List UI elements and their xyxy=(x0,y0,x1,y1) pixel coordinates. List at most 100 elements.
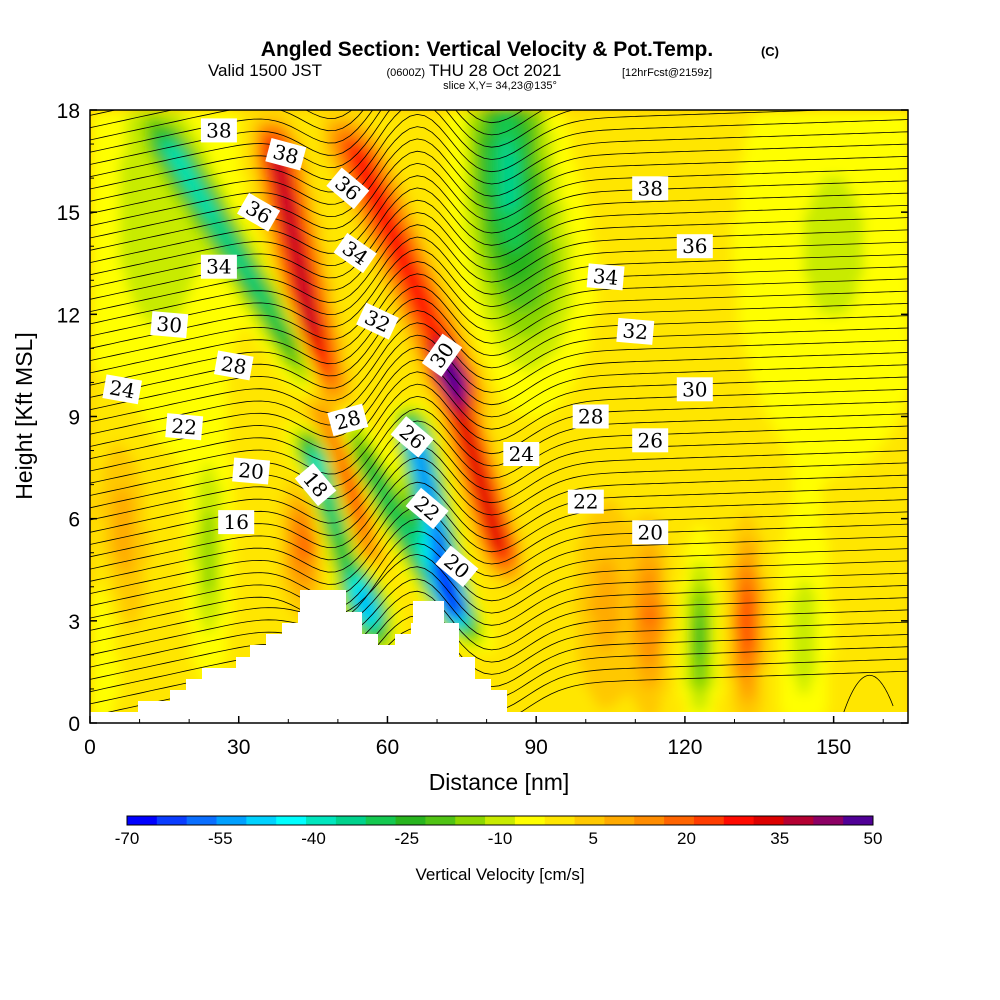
contour-label-text: 16 xyxy=(223,510,248,534)
colorbar-swatch xyxy=(753,816,784,825)
contour-label: 32 xyxy=(616,317,655,345)
colorbar-swatch xyxy=(186,816,217,825)
contour-label: 38 xyxy=(200,118,237,143)
x-axis: 0 30 60 90 120 150 xyxy=(84,716,884,759)
isentrope-line xyxy=(90,126,908,214)
isentrope-line xyxy=(90,110,839,190)
chart-subtitle: Valid 1500 JST (0600Z) THU 28 Oct 2021 [… xyxy=(208,61,712,80)
svg-text:(0600Z): (0600Z) xyxy=(386,67,425,79)
isentrope-line xyxy=(90,359,908,447)
svg-text:Valid 1500 JST: Valid 1500 JST xyxy=(208,61,322,80)
colorbar-swatch xyxy=(156,816,188,825)
colorbar-tick-label: 20 xyxy=(677,829,696,848)
isentrope-line xyxy=(90,408,908,496)
y-tick-label: 9 xyxy=(68,407,80,430)
isentrope-line xyxy=(90,138,908,227)
colorbar-swatch xyxy=(514,816,546,825)
y-axis: 0 36 9 12 15 18 xyxy=(57,100,908,736)
colorbar-swatch xyxy=(455,816,486,825)
isentrope-line xyxy=(90,261,908,349)
contour-label: 24 xyxy=(503,442,540,466)
contour-label-text: 28 xyxy=(578,405,603,429)
contour-label: 38 xyxy=(265,138,307,171)
contour-label-text: 34 xyxy=(592,264,619,290)
colorbar-swatch xyxy=(634,816,665,825)
isentrope-line xyxy=(90,162,908,251)
colorbar-swatch xyxy=(216,816,247,825)
isentrope-line xyxy=(90,506,908,594)
contour-label: 16 xyxy=(218,510,255,535)
contour-label: 36 xyxy=(676,234,713,259)
isentrope-line xyxy=(90,371,908,460)
terrain-mask xyxy=(90,590,908,723)
isentrope-line xyxy=(90,273,908,361)
colorbar-tick-label: -70 xyxy=(115,829,140,848)
closed-contour xyxy=(843,674,894,713)
x-tick-label: 90 xyxy=(525,736,548,759)
contour-label: 34 xyxy=(586,263,625,291)
colorbar-tick-label: 5 xyxy=(589,829,598,848)
contour-label-text: 34 xyxy=(206,255,231,279)
colorbar-swatch xyxy=(485,816,516,825)
colorbar-swatch xyxy=(693,816,725,825)
isentrope-line xyxy=(90,590,908,680)
isentrope-line xyxy=(90,248,908,337)
y-axis-label: Height [Kft MSL] xyxy=(11,332,37,499)
colorbar-swatch xyxy=(783,816,814,825)
y-tick-label: 0 xyxy=(68,713,80,736)
contour-label-text: 20 xyxy=(237,458,264,484)
colorbar-swatch xyxy=(306,816,337,825)
colorbar-swatch xyxy=(335,816,367,825)
copyright-mark: (C) xyxy=(761,44,779,59)
colorbar-swatch xyxy=(574,816,605,825)
x-tick-label: 60 xyxy=(376,736,399,759)
contour-label-text: 28 xyxy=(219,351,248,379)
contour-label: 28 xyxy=(213,350,254,381)
contour-label: 22 xyxy=(165,413,204,441)
colorbar-tick-label: -40 xyxy=(301,829,326,848)
contour-label-text: 24 xyxy=(108,375,137,403)
contour-label: 38 xyxy=(632,176,669,201)
colorbar-swatch xyxy=(813,816,844,825)
isentrope-line xyxy=(90,578,908,668)
contour-label-text: 36 xyxy=(682,234,707,258)
contour-label: 26 xyxy=(632,428,669,453)
isentrope-line xyxy=(90,553,908,643)
y-tick-label: 15 xyxy=(57,202,80,225)
isentrope-line xyxy=(90,236,908,325)
isentrope-line xyxy=(90,175,908,263)
contour-label-text: 30 xyxy=(682,377,707,401)
contour-label: 20 xyxy=(632,520,669,545)
isentrope-line xyxy=(90,444,908,533)
x-axis-label: Distance [nm] xyxy=(429,769,570,795)
colorbar-swatch xyxy=(723,816,755,825)
contour-label-text: 38 xyxy=(637,176,662,200)
colorbar-swatch xyxy=(544,816,575,825)
colorbar-swatch xyxy=(604,816,635,825)
contour-label: 24 xyxy=(102,374,143,405)
contour-label: 28 xyxy=(327,403,369,437)
svg-text:[12hrFcst@2159z]: [12hrFcst@2159z] xyxy=(622,67,712,79)
contour-label: 20 xyxy=(232,457,271,485)
y-tick-label: 12 xyxy=(57,304,80,327)
contour-label-text: 24 xyxy=(509,442,534,466)
isentrope-line xyxy=(90,493,908,582)
contour-label-text: 32 xyxy=(622,318,649,344)
y-tick-label: 18 xyxy=(57,100,80,123)
isentrope-line xyxy=(90,432,908,521)
colorbar-swatch xyxy=(365,816,396,825)
isentrope-line xyxy=(90,285,908,374)
colorbar-swatch xyxy=(276,816,307,825)
isentrope-line xyxy=(90,530,908,619)
y-tick-label: 6 xyxy=(68,509,80,532)
x-tick-label: 120 xyxy=(667,736,702,759)
isentrope-line xyxy=(90,395,908,484)
svg-text:THU 28 Oct 2021: THU 28 Oct 2021 xyxy=(429,61,561,80)
x-tick-label: 150 xyxy=(816,736,851,759)
colorbar-tick-label: 35 xyxy=(770,829,789,848)
colorbar-swatch xyxy=(127,816,158,825)
contour-label-text: 22 xyxy=(170,414,197,440)
chart-title: Angled Section: Vertical Velocity & Pot.… xyxy=(261,38,713,61)
